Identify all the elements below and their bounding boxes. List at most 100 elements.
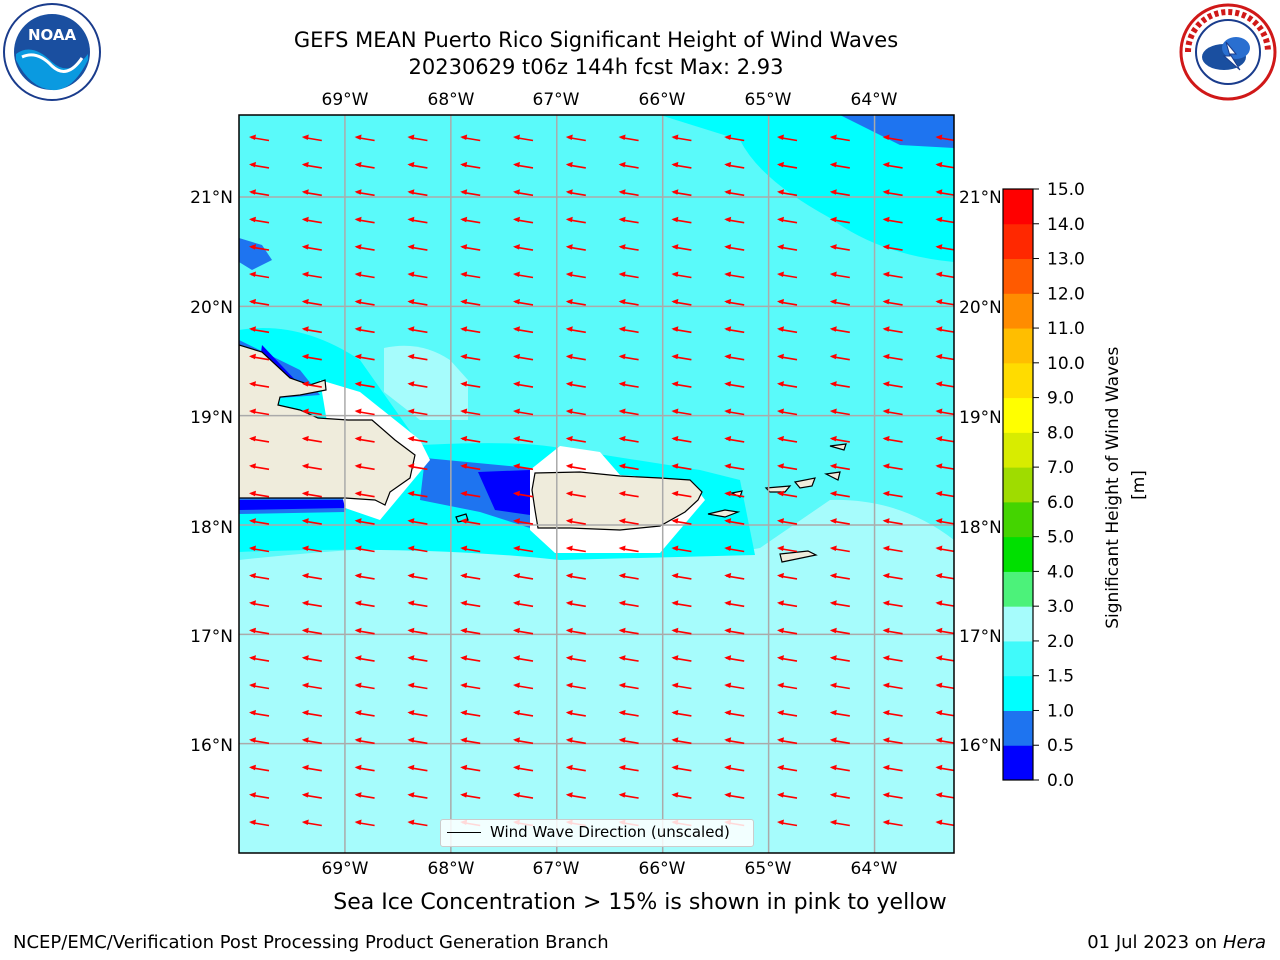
lon-tick-bottom-66w: 66°W: [639, 859, 686, 879]
map-legend: Wind Wave Direction (unscaled): [440, 819, 754, 847]
wave-arrow: [513, 161, 534, 169]
wave-arrow: [777, 545, 798, 553]
wave-arrow: [565, 709, 586, 717]
wave-arrow: [671, 161, 692, 169]
wave-arrow: [882, 271, 903, 279]
wave-arrow: [671, 737, 692, 745]
wave-arrow: [671, 326, 692, 334]
wave-arrow: [882, 134, 903, 142]
colorbar-tick-label: 0.5: [1047, 736, 1074, 756]
wave-arrow: [829, 572, 850, 580]
wave-arrow: [724, 244, 745, 251]
wave-arrow: [407, 271, 428, 279]
wave-arrow: [460, 298, 481, 306]
lon-tick-bottom-65w: 65°W: [745, 859, 792, 879]
wave-arrow: [249, 545, 270, 553]
wave-arrow: [354, 435, 375, 443]
island-mona: [455, 513, 469, 523]
wave-arrow: [513, 792, 534, 799]
wave-arrow: [249, 572, 270, 580]
wave-arrow: [777, 189, 798, 197]
wave-arrow: [301, 271, 322, 279]
wave-arrow: [301, 709, 322, 717]
wave-arrow: [565, 463, 586, 471]
footer-branch: NCEP/EMC/Verification Post Processing Pr…: [13, 932, 609, 953]
wave-arrow: [777, 490, 798, 498]
wave-arrow: [354, 326, 375, 334]
wave-arrow: [301, 381, 322, 388]
wave-arrow: [935, 682, 954, 690]
wave-arrow: [829, 737, 850, 745]
wave-arrow: [407, 545, 428, 553]
wave-arrow: [407, 792, 428, 799]
colorbar-tick-label: 5.0: [1047, 528, 1074, 548]
wave-arrow: [407, 216, 428, 224]
wave-arrow: [249, 435, 270, 443]
wave-arrow: [724, 709, 745, 717]
wave-arrow: [407, 189, 428, 197]
lon-tick-top-65w: 65°W: [745, 90, 792, 110]
wave-arrow: [724, 435, 745, 443]
wave-arrow: [777, 161, 798, 169]
wave-arrow: [460, 655, 481, 662]
wave-arrow: [513, 381, 534, 388]
wave-arrow: [301, 353, 322, 361]
wave-arrow: [882, 682, 903, 690]
wave-arrow: [777, 435, 798, 443]
wave-arrow: [671, 353, 692, 361]
wave-arrow: [565, 764, 586, 772]
lat-tick-right-19n: 19°N: [959, 408, 1002, 428]
wave-arrow: [724, 216, 745, 224]
wave-arrow: [935, 518, 954, 525]
wave-arrow: [935, 792, 954, 799]
wave-arrow: [935, 490, 954, 498]
colorbar-tick-label: 1.0: [1047, 701, 1074, 721]
wave-arrow: [724, 353, 745, 361]
wave-arrow: [671, 490, 692, 498]
wave-arrow: [249, 709, 270, 717]
wave-arrow: [460, 490, 481, 498]
lat-tick-right-18n: 18°N: [959, 518, 1002, 538]
wave-arrow: [513, 134, 534, 142]
wave-arrow: [829, 518, 850, 525]
wave-arrow: [513, 627, 534, 635]
wave-arrow: [777, 764, 798, 772]
wave-arrow: [249, 764, 270, 772]
wave-arrow: [407, 764, 428, 772]
map-subtitle: 20230629 t06z 144h fcst Max: 2.93: [408, 55, 784, 79]
wave-arrow: [724, 764, 745, 772]
wave-arrow: [407, 353, 428, 361]
wave-arrow: [777, 298, 798, 306]
wave-arrow: [618, 463, 639, 471]
wave-arrow: [301, 737, 322, 745]
colorbar-segment: [1003, 189, 1033, 225]
wave-arrow: [829, 271, 850, 279]
wave-arrow: [407, 298, 428, 306]
wave-arrow: [935, 381, 954, 388]
land-hispaniola: [239, 344, 416, 506]
island-vieques: [707, 509, 741, 518]
wave-arrow: [618, 490, 639, 498]
footer-host: Hera: [1222, 932, 1266, 953]
wave-arrow: [301, 298, 322, 306]
colorbar-tick-label: 4.0: [1047, 562, 1074, 582]
lon-tick-bottom-64w: 64°W: [851, 859, 898, 879]
wave-arrow: [513, 298, 534, 306]
wave-arrow: [671, 381, 692, 388]
wave-arrow: [354, 134, 375, 142]
wave-arrow: [249, 244, 270, 251]
wave-arrow: [354, 819, 375, 827]
footer-date-text: 01 Jul 2023 on: [1087, 932, 1223, 953]
wave-arrow: [407, 709, 428, 717]
wave-arrow: [301, 326, 322, 334]
wave-contour-2-3-north: [384, 345, 468, 420]
wave-arrow: [671, 627, 692, 635]
map-title: GEFS MEAN Puerto Rico Significant Height…: [293, 28, 899, 52]
wave-arrow: [882, 353, 903, 361]
wave-arrow: [882, 737, 903, 745]
wave-arrow: [829, 545, 850, 553]
wave-arrow: [935, 435, 954, 443]
wave-arrow: [777, 819, 798, 827]
colorbar-segment: [1003, 328, 1033, 364]
wave-arrow: [829, 353, 850, 361]
